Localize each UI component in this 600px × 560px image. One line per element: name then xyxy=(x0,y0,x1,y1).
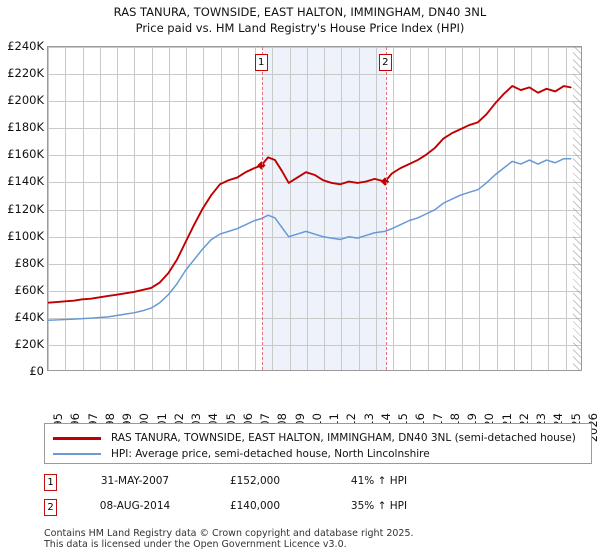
gridline-vertical xyxy=(238,47,239,370)
gridline-vertical xyxy=(376,47,377,370)
legend-item-price-paid: RAS TANURA, TOWNSIDE, EAST HALTON, IMMIN… xyxy=(53,429,576,447)
gridline-vertical xyxy=(83,47,84,370)
gridline-vertical xyxy=(514,47,515,370)
footer-attribution: Contains HM Land Registry data © Crown c… xyxy=(44,528,596,550)
y-axis-tick-label: £240K xyxy=(7,39,44,53)
transaction-marker-line xyxy=(386,47,388,370)
y-axis-labels: £0 £20K £40K £60K £80K £100K £120K £140K £160K £1… xyxy=(0,40,45,377)
gridline-horizontal xyxy=(48,345,581,346)
gridline-vertical xyxy=(48,47,49,370)
transaction-index-badge: 2 xyxy=(44,499,57,516)
page-title-line-1: RAS TANURA, TOWNSIDE, EAST HALTON, IMMIN… xyxy=(113,5,487,19)
gridline-vertical xyxy=(428,47,429,370)
x-axis-labels: 1995199619971998199920002001200220032004… xyxy=(47,373,600,442)
transaction-point-marker[interactable] xyxy=(257,161,266,170)
gridline-horizontal xyxy=(48,210,581,211)
gridline-horizontal xyxy=(48,155,581,156)
y-axis-tick-label: £60K xyxy=(14,282,45,297)
chart-series-line xyxy=(48,157,572,321)
y-axis-tick-label: £140K xyxy=(7,174,44,189)
gridline-horizontal xyxy=(48,291,581,292)
y-axis-tick-label: £0 xyxy=(29,364,44,378)
transaction-hpi-delta: 41% ↑ HPI xyxy=(350,475,408,487)
legend-item-hpi: HPI: Average price, semi-detached house,… xyxy=(53,445,430,463)
gridline-vertical xyxy=(445,47,446,370)
gridline-vertical xyxy=(566,47,567,370)
chart-series-layer xyxy=(48,85,572,321)
gridline-horizontal xyxy=(48,128,581,129)
gridline-vertical xyxy=(324,47,325,370)
gridline-horizontal xyxy=(48,101,581,102)
gridline-vertical xyxy=(152,47,153,370)
gridline-vertical xyxy=(255,47,256,370)
gridline-vertical xyxy=(462,47,463,370)
y-axis-tick-label: £160K xyxy=(7,147,44,162)
future-period-hatching xyxy=(572,47,581,370)
gridline-vertical xyxy=(134,47,135,370)
y-axis-tick-label: £20K xyxy=(14,336,45,351)
gridline-horizontal xyxy=(48,74,581,75)
legend-label-price-paid: RAS TANURA, TOWNSIDE, EAST HALTON, IMMIN… xyxy=(111,432,576,444)
gridline-vertical xyxy=(221,47,222,370)
transactions-table: 1 31-MAY-2007 £152,000 41% ↑ HPI 2 08-AU… xyxy=(44,472,592,522)
gridline-horizontal xyxy=(48,318,581,319)
transaction-marker-line xyxy=(262,47,264,370)
gridline-vertical xyxy=(359,47,360,370)
footer-line-2: This data is licensed under the Open Gov… xyxy=(44,539,347,550)
gridline-horizontal xyxy=(48,47,581,48)
y-axis-tick-label: £220K xyxy=(7,66,44,81)
chart-series-line xyxy=(48,85,572,304)
gridline-vertical xyxy=(186,47,187,370)
gridline-horizontal xyxy=(48,237,581,238)
transaction-price: £152,000 xyxy=(229,475,281,487)
legend-swatch-blue-icon xyxy=(53,453,101,455)
gridline-vertical xyxy=(307,47,308,370)
chart-marker-badge[interactable]: 2 xyxy=(378,54,392,71)
gridline-vertical xyxy=(272,47,273,370)
gridline-vertical xyxy=(479,47,480,370)
gridline-vertical xyxy=(100,47,101,370)
chart-marker-badge[interactable]: 1 xyxy=(254,54,268,71)
gridline-vertical xyxy=(531,47,532,370)
gridline-vertical xyxy=(290,47,291,370)
gridline-vertical xyxy=(548,47,549,370)
gridline-horizontal xyxy=(48,264,581,265)
y-axis-tick-label: £80K xyxy=(14,255,45,270)
gridline-vertical xyxy=(169,47,170,370)
page-title: RAS TANURA, TOWNSIDE, EAST HALTON, IMMIN… xyxy=(0,4,600,36)
gridline-horizontal xyxy=(48,182,581,183)
transaction-date: 31-MAY-2007 xyxy=(100,475,170,487)
gridline-vertical xyxy=(410,47,411,370)
gridline-vertical xyxy=(497,47,498,370)
transaction-price: £140,000 xyxy=(229,500,281,512)
transaction-index-badge: 1 xyxy=(44,474,57,491)
transaction-hpi-delta: 35% ↑ HPI xyxy=(350,500,408,512)
gridline-vertical xyxy=(65,47,66,370)
page-title-line-2: Price paid vs. HM Land Registry's House … xyxy=(135,21,465,35)
chart-canvas[interactable] xyxy=(47,46,582,371)
legend-swatch-red-icon xyxy=(53,436,101,440)
y-axis-tick-label: £200K xyxy=(7,93,44,108)
legend-label-hpi: HPI: Average price, semi-detached house,… xyxy=(111,448,430,460)
transaction-date: 08-AUG-2014 xyxy=(99,500,171,512)
gridline-vertical xyxy=(341,47,342,370)
table-row[interactable]: 2 08-AUG-2014 £140,000 35% ↑ HPI xyxy=(44,497,592,522)
chart-legend: RAS TANURA, TOWNSIDE, EAST HALTON, IMMIN… xyxy=(44,423,592,464)
footer-line-1: Contains HM Land Registry data © Crown c… xyxy=(44,528,414,539)
y-axis-tick-label: £40K xyxy=(14,309,45,324)
y-axis-tick-label: £180K xyxy=(7,120,44,135)
table-row[interactable]: 1 31-MAY-2007 £152,000 41% ↑ HPI xyxy=(44,472,592,497)
gridline-vertical xyxy=(393,47,394,370)
y-axis-tick-label: £120K xyxy=(7,201,44,216)
gridline-vertical xyxy=(117,47,118,370)
y-axis-tick-label: £100K xyxy=(7,228,44,243)
